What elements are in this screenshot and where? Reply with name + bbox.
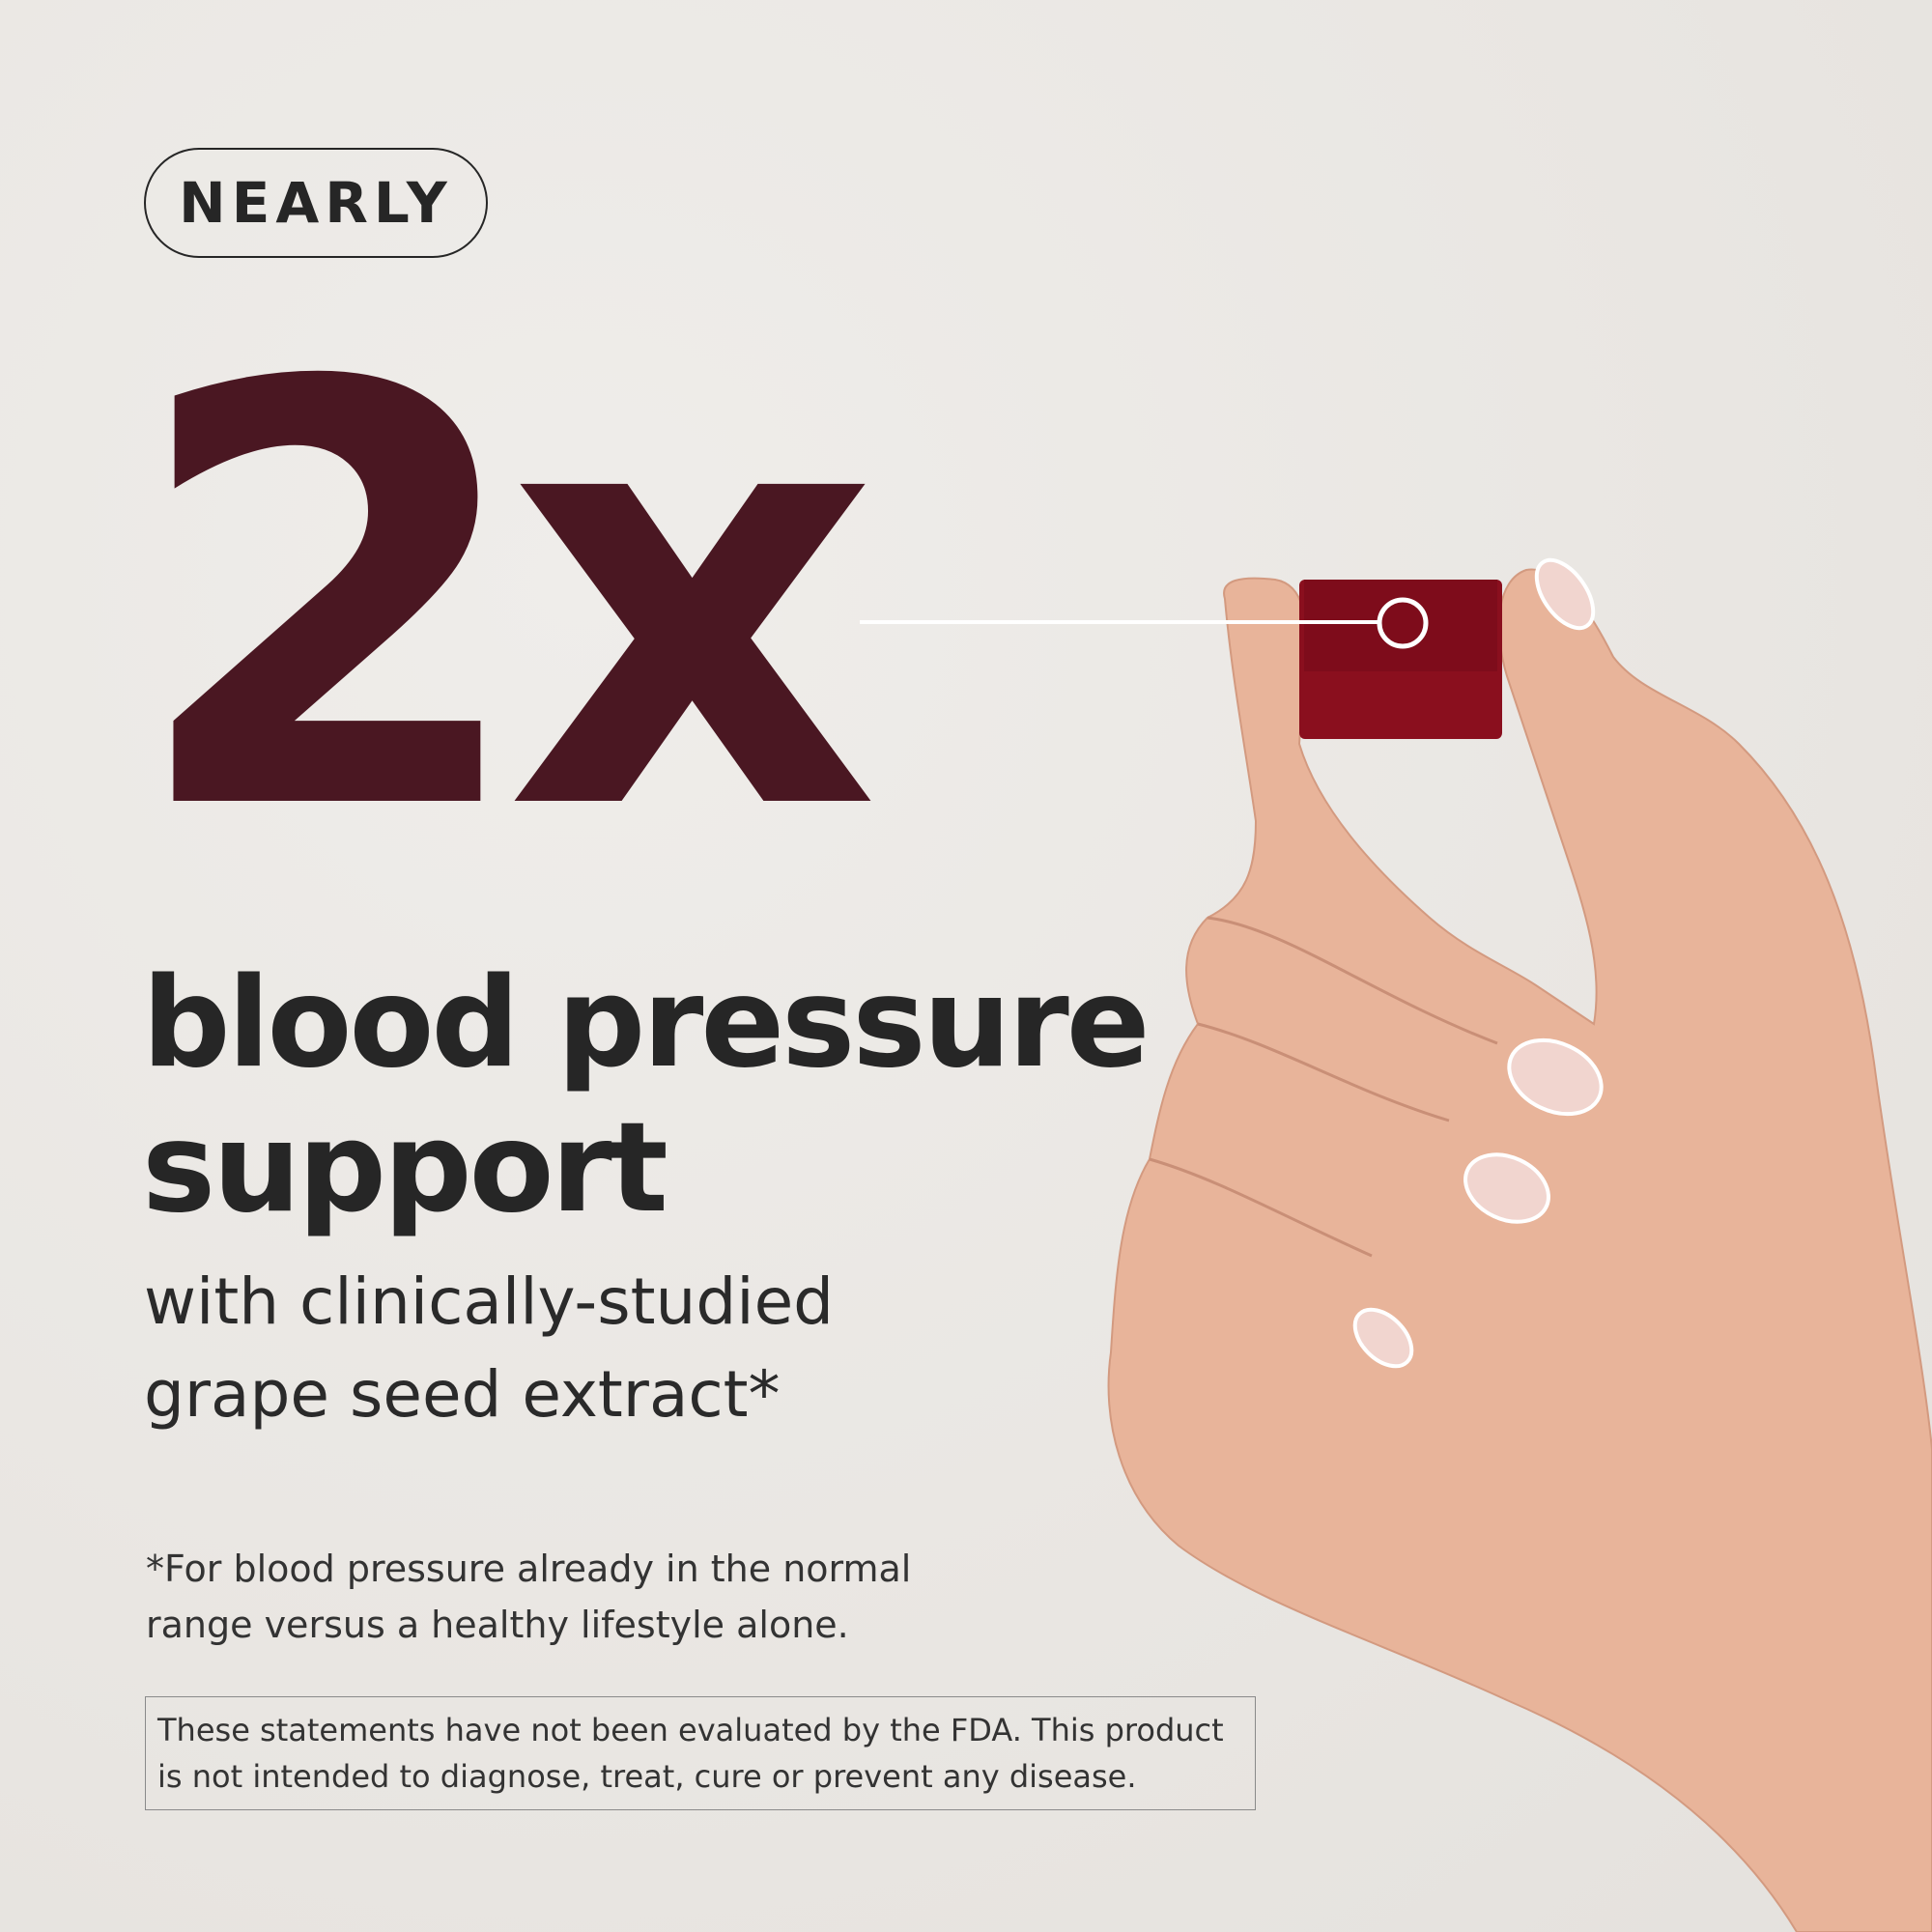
- disclaimer-line: is not intended to diagnose, treat, cure…: [157, 1758, 1137, 1795]
- callout-circle: [1377, 597, 1429, 649]
- subheadline-line: with clinically-studied: [144, 1264, 835, 1339]
- footnote-line: range versus a healthy lifestyle alone.: [146, 1604, 849, 1646]
- headline-line: blood pressure: [142, 952, 1151, 1095]
- gummy-top-face: [1304, 580, 1497, 671]
- fingernail: [1534, 557, 1596, 631]
- footnote: *For blood pressure already in the norma…: [146, 1541, 911, 1653]
- fda-disclaimer-box: These statements have not been evaluated…: [145, 1696, 1256, 1810]
- headline: blood pressure support: [142, 952, 1151, 1241]
- headline-number: 2x: [128, 263, 879, 938]
- disclaimer-line: These statements have not been evaluated…: [157, 1712, 1224, 1748]
- subheadline: with clinically-studied grape seed extra…: [144, 1256, 834, 1441]
- fingernail: [1507, 1037, 1604, 1117]
- subheadline-line: grape seed extract*: [144, 1357, 781, 1432]
- nearly-badge: NEARLY: [144, 148, 488, 258]
- headline-line: support: [142, 1096, 668, 1240]
- fingernail: [1352, 1307, 1414, 1369]
- hand-shape: [1107, 568, 1932, 1932]
- finger-crease: [1149, 916, 1498, 1258]
- fingernail: [1463, 1152, 1550, 1224]
- footnote-line: *For blood pressure already in the norma…: [146, 1548, 912, 1590]
